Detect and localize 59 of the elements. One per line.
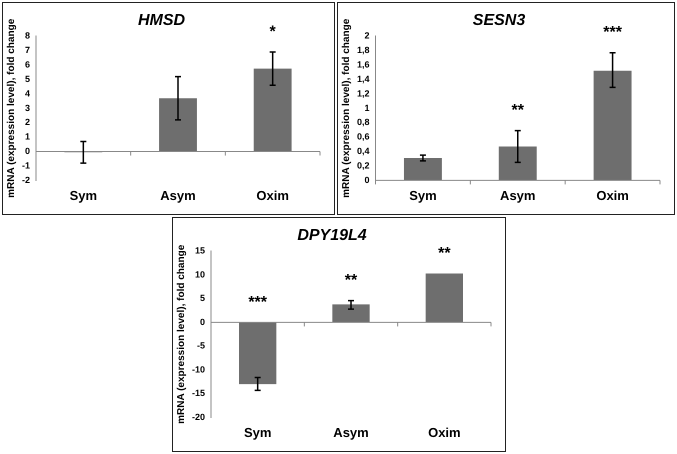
data-label: ** xyxy=(512,102,525,120)
chart-title: HMSD xyxy=(138,12,186,30)
y-axis-title: mRNA (expression level), fold change xyxy=(6,18,17,198)
y-tick-label: 10 xyxy=(194,269,206,280)
y-tick-label: 1 xyxy=(24,132,30,142)
y-tick-label: 0 xyxy=(200,316,206,327)
y-tick-label: -5 xyxy=(196,340,206,351)
y-tick-label: 1 xyxy=(364,102,370,113)
x-tick-label: Sym xyxy=(409,188,437,203)
y-tick-label: 2 xyxy=(364,30,370,41)
chart-title: SESN3 xyxy=(472,12,526,30)
data-label: *** xyxy=(248,294,268,311)
data-label: ** xyxy=(344,272,358,289)
y-tick-label: 1,8 xyxy=(356,45,370,56)
y-tick-label: -10 xyxy=(192,364,206,374)
x-tick-label: Asym xyxy=(160,188,196,203)
x-tick-label: Sym xyxy=(244,424,272,440)
y-tick-label: 0,8 xyxy=(356,117,370,128)
chart-title: DPY19L4 xyxy=(297,227,367,244)
bar xyxy=(254,68,292,152)
y-tick-label: 4 xyxy=(24,88,30,98)
bar xyxy=(239,322,276,384)
data-label: ** xyxy=(438,244,452,262)
y-tick-label: 1,4 xyxy=(356,74,370,84)
y-tick-label: 0,6 xyxy=(356,132,370,142)
x-tick-label: Asym xyxy=(333,424,369,440)
bar xyxy=(404,158,442,180)
x-tick-label: Oxim xyxy=(256,188,289,203)
bar xyxy=(159,98,197,152)
y-tick-label: 8 xyxy=(24,30,30,41)
y-tick-label: 6 xyxy=(24,60,30,70)
y-tick-label: 5 xyxy=(200,293,206,304)
y-tick-label: 15 xyxy=(194,246,206,256)
bar xyxy=(426,274,463,322)
y-tick-label: 2 xyxy=(24,117,30,128)
bar xyxy=(332,304,370,322)
x-tick-label: Oxim xyxy=(428,424,461,440)
y-tick-label: -1 xyxy=(22,160,30,170)
y-tick-label: 1,6 xyxy=(356,60,370,70)
x-tick-label: Sym xyxy=(70,188,98,203)
x-tick-label: Oxim xyxy=(596,188,629,203)
y-tick-label: 0 xyxy=(24,146,30,156)
y-tick-label: 3 xyxy=(24,102,30,113)
y-tick-label: 1,2 xyxy=(356,88,370,98)
data-label: * xyxy=(270,23,277,40)
bar xyxy=(498,146,537,180)
y-axis-title: mRNA (expression level), fold change xyxy=(340,18,352,198)
y-axis-title: mRNA (expression level), fold change xyxy=(176,244,187,424)
y-tick-label: -20 xyxy=(192,412,206,422)
y-tick-label: 0,4 xyxy=(356,146,370,156)
y-tick-label: 5 xyxy=(24,74,30,84)
bar xyxy=(594,70,632,180)
y-tick-label: -2 xyxy=(22,174,30,185)
y-tick-label: -15 xyxy=(192,388,206,398)
x-tick-label: Asym xyxy=(500,188,536,203)
y-tick-label: 0 xyxy=(364,174,370,185)
y-tick-label: 0,2 xyxy=(356,160,370,170)
y-tick-label: 7 xyxy=(24,45,30,56)
data-label: *** xyxy=(603,24,623,42)
